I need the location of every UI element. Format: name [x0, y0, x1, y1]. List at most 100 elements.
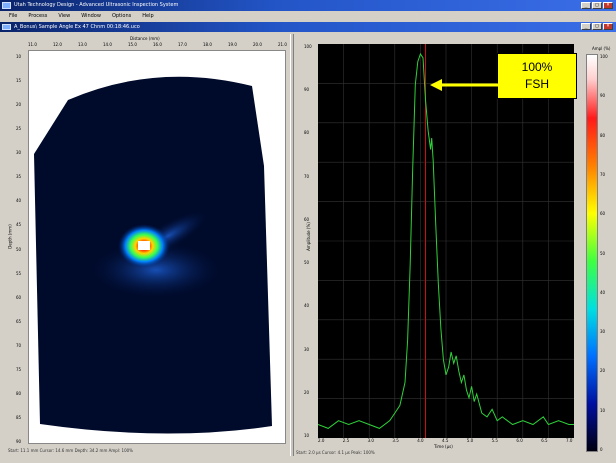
ascan-x-axis-title: Time (µs): [434, 444, 453, 449]
ascan-y-tick: 10: [304, 433, 310, 438]
close-button[interactable]: ×: [603, 2, 613, 9]
app-title: Utah Technology Design - Advanced Ultras…: [14, 2, 179, 8]
menu-view[interactable]: View: [58, 13, 71, 19]
ascan-y-tick: 50: [304, 260, 310, 266]
colorbar-title: Ampl (%): [592, 46, 611, 51]
sscan-panel: Distance (mm) 11.0 12.0 13.0 14.0 15.0 16.0 17…: [6, 34, 290, 456]
menu-options[interactable]: Options: [111, 13, 132, 19]
colorbar-gradient: [586, 54, 598, 452]
sscan-left-tick: 15: [16, 78, 22, 84]
menu-window[interactable]: Window: [81, 13, 101, 19]
sscan-status: Start: 11.1 mm Cursor: 14.6 mm Depth: 34…: [8, 446, 288, 455]
menu-bar: File Process View Window Options Help: [0, 11, 616, 21]
sscan-left-tick: 30: [16, 150, 22, 156]
sscan-left-tick: 65: [16, 318, 22, 324]
ascan-x-tick: 4.0: [417, 438, 424, 443]
colorbar-tick: 50: [600, 250, 606, 256]
menu-help[interactable]: Help: [142, 13, 154, 19]
sscan-left-tick: 45: [16, 222, 22, 228]
sscan-top-tick: 15.0: [128, 42, 137, 47]
maximize-button[interactable]: □: [592, 2, 602, 9]
sscan-left-tick: 50: [16, 246, 22, 252]
ascan-y-tick: 20: [304, 389, 310, 395]
sscan-left-tick: 20: [16, 102, 22, 108]
app-icon: [2, 2, 11, 9]
sscan-left-axis: 10 15 20 25 30 35 40 45 50 55 60 65 70 75 80 85 90: [16, 54, 28, 444]
ascan-x-tick: 6.0: [516, 438, 523, 443]
doc-minimize-button[interactable]: _: [581, 23, 591, 30]
fsh-callout: 100% FSH: [497, 53, 577, 99]
menu-process[interactable]: Process: [28, 13, 48, 19]
colorbar-panel: Ampl (%) 100 90 80 70 60 50 40 30 20 10 0: [584, 44, 616, 456]
callout-fsh: FSH: [525, 77, 549, 91]
sscan-frame: [28, 50, 286, 444]
sscan-left-tick: 75: [16, 366, 22, 372]
ascan-x-tick: 3.5: [392, 438, 399, 443]
colorbar-tick: 60: [600, 211, 606, 217]
sscan-left-tick: 10: [16, 54, 22, 59]
panel-splitter[interactable]: [290, 34, 294, 456]
ascan-grid: [318, 44, 574, 438]
menu-file[interactable]: File: [9, 13, 18, 19]
ascan-panel: 100 90 80 70 60 50 40 30 20 10 Amplitude (%) 2.0 2…: [294, 34, 582, 457]
sscan-top-tick: 12.0: [53, 42, 62, 47]
ascan-plot[interactable]: [318, 44, 574, 438]
ascan-y-tick: 100: [304, 44, 312, 49]
ascan-x-tick: 6.5: [541, 438, 548, 443]
ascan-y-tick: 80: [304, 130, 310, 136]
ascan-trace: [318, 52, 574, 429]
ascan-y-tick: 70: [304, 173, 310, 179]
colorbar-tick: 100: [600, 54, 608, 59]
sscan-top-tick: 17.0: [178, 42, 187, 47]
colorbar-tick: 70: [600, 171, 606, 177]
sscan-top-tick: 13.0: [78, 42, 87, 47]
app-title-bar: Utah Technology Design - Advanced Ultras…: [0, 0, 616, 11]
ascan-y-tick: 30: [304, 346, 310, 352]
ascan-x-tick: 2.0: [318, 438, 325, 443]
ascan-x-tick: 5.0: [466, 438, 474, 443]
sscan-peak: [138, 241, 150, 250]
sscan-left-tick: 70: [16, 342, 22, 348]
colorbar-tick: 90: [600, 93, 606, 99]
sscan-image[interactable]: [28, 50, 286, 444]
sscan-left-tick: 80: [16, 390, 22, 396]
colorbar-tick: 10: [600, 407, 606, 413]
sscan-left-tick: 55: [16, 270, 22, 276]
colorbar-tick: 0: [600, 447, 603, 452]
ascan-y-axis-title: Amplitude (%): [305, 222, 311, 251]
sscan-top-tick: 16.0: [153, 42, 162, 47]
ascan-y-tick: 40: [304, 303, 310, 309]
colorbar-tick: 20: [600, 368, 606, 374]
colorbar-ticks: 100 90 80 70 60 50 40 30 20 10 0: [600, 54, 615, 452]
ascan-x-tick: 7.0: [566, 438, 573, 443]
document-title: A_Bonus\ Sample Angle Ex 47 Chnm 00:18:4…: [14, 24, 140, 30]
ascan-y-tick: 60: [304, 216, 310, 222]
sscan-top-tick: 19.0: [228, 42, 237, 47]
colorbar-tick: 30: [600, 329, 606, 335]
ascan-y-axis: 100 90 80 70 60 50 40 30 20 10: [304, 44, 316, 438]
ascan-x-axis: 2.0 2.5 3.0 3.5 4.0 4.5 5.0 5.5 6.0 6.5 7.0: [318, 438, 574, 444]
sscan-left-tick: 35: [16, 174, 22, 180]
sscan-left-tick: 40: [16, 198, 22, 204]
ascan-x-tick: 5.5: [491, 438, 498, 443]
ascan-y-tick: 90: [304, 87, 310, 93]
document-title-bar: A_Bonus\ Sample Angle Ex 47 Chnm 00:18:4…: [0, 22, 616, 32]
colorbar-tick: 80: [600, 132, 606, 138]
document-icon: [2, 24, 11, 30]
minimize-button[interactable]: _: [581, 2, 591, 9]
ascan-status: Start: 2.0 µs Cursor: 4.1 µs Peak: 100%: [296, 448, 426, 457]
sscan-top-tick: 20.0: [253, 42, 262, 47]
sscan-left-tick: 25: [16, 126, 22, 132]
sscan-left-tick: 90: [16, 439, 22, 444]
sscan-left-axis-title: Depth (mm): [7, 224, 13, 249]
ascan-x-tick: 4.5: [442, 438, 449, 443]
sscan-top-tick: 21.0: [278, 42, 287, 47]
sscan-top-tick: 14.0: [103, 42, 112, 47]
colorbar-tick: 40: [600, 289, 606, 295]
sscan-top-axis: 11.0 12.0 13.0 14.0 15.0 16.0 17.0 18.0 19.0 20.0…: [28, 42, 287, 50]
doc-close-button[interactable]: ×: [603, 23, 613, 30]
ascan-x-tick: 2.5: [342, 438, 350, 443]
doc-maximize-button[interactable]: □: [592, 23, 602, 30]
ascan-x-tick: 3.0: [367, 438, 374, 443]
callout-arrow: [430, 79, 498, 91]
